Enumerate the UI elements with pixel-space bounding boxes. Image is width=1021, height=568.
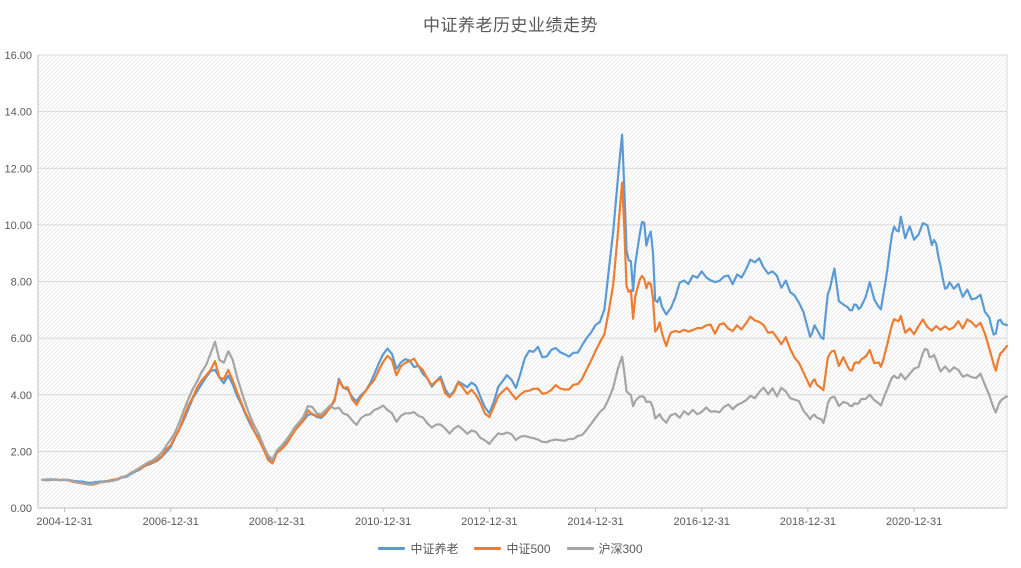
- x-axis-tick-label: 2020-12-31: [886, 516, 942, 528]
- x-axis-tick-label: 2014-12-31: [567, 516, 623, 528]
- legend-label-hs-300: 沪深300: [598, 542, 643, 556]
- x-axis-tick-label: 2018-12-31: [780, 516, 836, 528]
- x-axis-tick-label: 2010-12-31: [355, 516, 411, 528]
- legend-label-csi-500: 中证500: [506, 542, 551, 556]
- x-axis-tick-label: 2012-12-31: [461, 516, 517, 528]
- x-axis-tick-label: 2008-12-31: [249, 516, 305, 528]
- legend-item-hs-300: 沪深300: [566, 540, 643, 557]
- chart-title: 中证养老历史业绩走势: [423, 16, 598, 35]
- y-axis-tick-label: 10.00: [4, 220, 32, 232]
- y-axis-tick-label: 8.00: [11, 277, 32, 289]
- y-axis-tick-label: 12.00: [4, 163, 32, 175]
- legend-label-csi-pension: 中证养老: [410, 542, 459, 556]
- legend-item-csi-500: 中证500: [474, 540, 551, 557]
- series-line-hs-300: [41, 340, 1009, 486]
- y-axis-tick-label: 6.00: [11, 333, 32, 345]
- series-line-csi-pension: [41, 133, 1009, 484]
- y-axis-tick-label: 2.00: [11, 446, 32, 458]
- x-axis-tick-label: 2006-12-31: [143, 516, 199, 528]
- x-axis-tick-label: 2016-12-31: [674, 516, 730, 528]
- legend-item-csi-pension: 中证养老: [378, 540, 458, 557]
- y-axis-tick-label: 4.00: [11, 390, 32, 402]
- y-axis-tick-label: 0.00: [11, 503, 32, 515]
- y-axis-tick-label: 14.00: [4, 107, 32, 119]
- legend: 中证养老 中证500 沪深300: [0, 540, 1021, 557]
- legend-line-swatch-csi-500: [474, 547, 502, 550]
- x-axis-tick-label: 2004-12-31: [36, 516, 92, 528]
- legend-line-swatch-csi-pension: [378, 547, 406, 550]
- series-line-csi-500: [41, 181, 1009, 486]
- y-axis-tick-label: 16.00: [4, 50, 32, 62]
- legend-line-swatch-hs-300: [566, 547, 594, 550]
